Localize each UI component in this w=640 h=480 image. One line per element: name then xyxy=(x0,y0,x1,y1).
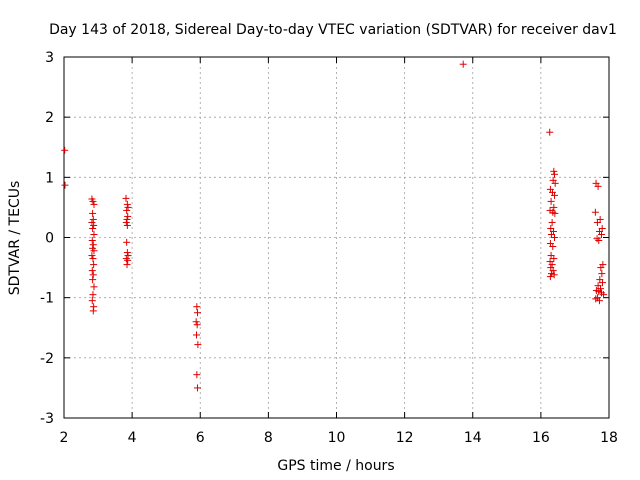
data-point xyxy=(123,238,131,246)
data-point xyxy=(122,255,130,263)
data-point xyxy=(551,191,558,199)
data-point xyxy=(547,197,555,205)
y-tick-label: -1 xyxy=(40,291,54,307)
data-point xyxy=(549,243,557,251)
data-point xyxy=(593,235,601,243)
data-point xyxy=(593,218,601,226)
x-axis-label: GPS time / hours xyxy=(277,458,394,474)
data-point xyxy=(124,203,132,211)
data-point xyxy=(90,200,98,208)
data-point xyxy=(594,182,602,190)
data-point xyxy=(600,291,608,299)
x-tick-label: 8 xyxy=(264,430,273,446)
data-point xyxy=(122,218,130,226)
y-tick-label: 1 xyxy=(45,170,54,186)
x-tick-label: 10 xyxy=(328,430,346,446)
data-point xyxy=(89,271,97,279)
data-point xyxy=(61,146,69,154)
data-point xyxy=(61,181,69,189)
y-tick-label: 2 xyxy=(45,110,54,126)
data-point xyxy=(551,170,558,178)
data-point xyxy=(194,341,202,349)
data-point xyxy=(193,303,201,311)
data-point xyxy=(459,60,467,68)
data-point xyxy=(550,255,558,263)
y-axis-label: SDTVAR / TECUs xyxy=(7,181,23,296)
data-point xyxy=(88,267,96,275)
data-point xyxy=(89,255,97,263)
data-points xyxy=(61,60,608,392)
data-point xyxy=(193,371,201,379)
data-point xyxy=(89,291,97,299)
data-point xyxy=(550,167,558,175)
data-point xyxy=(546,128,554,136)
data-point xyxy=(550,203,558,211)
y-tick-label: -3 xyxy=(40,411,54,427)
data-point xyxy=(122,194,130,202)
data-point xyxy=(88,218,96,226)
data-point xyxy=(124,212,132,220)
x-tick-label: 14 xyxy=(464,430,482,446)
data-point xyxy=(89,209,97,217)
data-point xyxy=(194,384,202,392)
data-point xyxy=(598,230,606,238)
data-point xyxy=(124,256,132,264)
y-tick-label: 0 xyxy=(45,231,54,247)
data-point xyxy=(90,221,98,229)
data-point xyxy=(90,230,98,238)
data-point xyxy=(597,264,605,272)
data-point xyxy=(546,273,554,281)
data-point xyxy=(89,241,97,249)
y-tick-label: -2 xyxy=(40,351,54,367)
data-point xyxy=(193,321,201,329)
data-point xyxy=(90,283,98,291)
x-tick-label: 6 xyxy=(196,430,205,446)
data-point xyxy=(551,179,559,187)
x-tick-label: 2 xyxy=(60,430,69,446)
data-point xyxy=(592,295,600,303)
data-point xyxy=(547,230,555,238)
plot-frame xyxy=(63,56,610,419)
data-point xyxy=(591,208,599,216)
data-point xyxy=(88,237,96,245)
grid-lines xyxy=(64,57,609,418)
chart-title: Day 143 of 2018, Sidereal Day-to-day VTE… xyxy=(49,22,617,38)
data-point xyxy=(89,307,97,315)
data-point xyxy=(548,218,556,226)
y-tick-label: 3 xyxy=(45,50,54,66)
data-point xyxy=(551,209,559,217)
data-point xyxy=(88,297,96,305)
data-point xyxy=(192,318,200,326)
data-point xyxy=(123,261,131,269)
data-point xyxy=(123,215,131,223)
data-point xyxy=(194,309,202,317)
data-point xyxy=(595,237,603,245)
data-point xyxy=(90,247,98,255)
x-tick-label: 18 xyxy=(600,430,618,446)
data-point xyxy=(595,297,603,305)
data-point xyxy=(549,267,557,275)
data-point xyxy=(548,261,556,269)
data-point xyxy=(89,224,97,232)
data-point xyxy=(89,197,97,205)
data-point xyxy=(123,249,131,257)
data-point xyxy=(123,221,131,229)
data-point xyxy=(90,261,98,269)
x-tick-label: 4 xyxy=(128,430,137,446)
data-point xyxy=(193,331,201,339)
data-point xyxy=(89,215,97,223)
data-point xyxy=(596,285,604,293)
data-point xyxy=(123,200,131,208)
data-point xyxy=(551,234,558,241)
data-point xyxy=(599,279,607,287)
data-point xyxy=(598,270,606,278)
x-tick-label: 16 xyxy=(532,430,550,446)
data-point xyxy=(550,271,558,279)
data-point xyxy=(89,276,97,284)
data-point xyxy=(88,252,96,260)
data-point xyxy=(123,206,131,214)
x-tick-label: 12 xyxy=(396,430,414,446)
